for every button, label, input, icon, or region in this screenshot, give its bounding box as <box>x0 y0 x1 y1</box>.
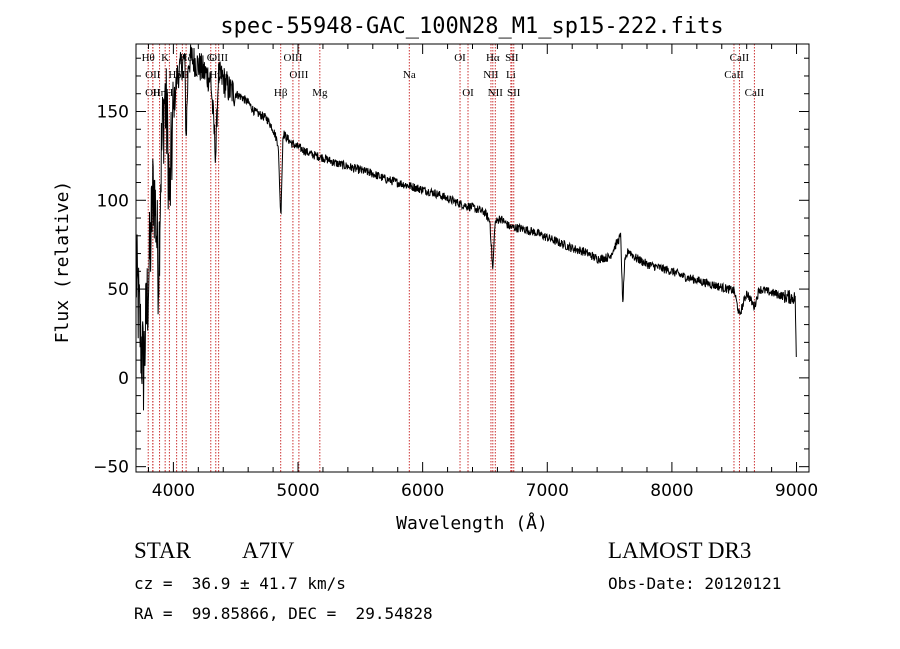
y-axis-label: Flux (relative) <box>52 181 73 344</box>
spectral-line-label: SII <box>505 52 519 64</box>
coordinates-readout: RA = 99.85866, DEC = 29.54828 <box>134 604 433 623</box>
spectral-line-label: K <box>161 52 169 64</box>
spectral-line-label: Mg <box>312 87 328 99</box>
spectral-line-label: Li <box>506 69 516 81</box>
x-tick-label: 4000 <box>152 481 195 501</box>
x-tick-label: 6000 <box>401 481 444 501</box>
spectral-line-label: NII <box>488 87 504 99</box>
redshift-readout: cz = 36.9 ± 41.7 km/s <box>134 574 346 593</box>
spectral-line-label: OI <box>462 87 474 99</box>
spectral-line-label: CaII <box>745 87 765 99</box>
spectral-line-label: OIII <box>209 52 228 64</box>
chart-title: spec-55948-GAC_100N28_M1_sp15-222.fits <box>220 14 723 39</box>
spectral-line-label: OI <box>454 52 466 64</box>
spectral-line-label: OII <box>145 87 161 99</box>
x-tick-label: 7000 <box>526 481 569 501</box>
x-tick-label: 5000 <box>276 481 319 501</box>
spectral-line-label: CaII <box>730 52 750 64</box>
spectral-line-label: OII <box>145 69 161 81</box>
spectral-line-label: Na <box>403 69 416 81</box>
spectral-line-label: NII <box>483 69 499 81</box>
spectral-line-label: Hθ <box>142 52 155 64</box>
spectral-lines-layer <box>147 44 755 472</box>
y-tick-label: 150 <box>97 102 129 122</box>
spectral-line-label: OIII <box>289 69 308 81</box>
y-tick-label: 100 <box>97 191 129 211</box>
spectral-line-label: H <box>165 87 173 99</box>
x-tick-label: 9000 <box>775 481 818 501</box>
spectral-line-label: Hη <box>153 87 167 99</box>
spectral-line-label: G <box>207 52 215 64</box>
spectral-line-label: SII <box>507 87 521 99</box>
survey-name: LAMOST DR3 <box>608 538 752 563</box>
spectral-line-label: Hα <box>486 52 500 64</box>
spectrum-series-line <box>135 44 797 411</box>
y-tick-label: 50 <box>107 280 129 300</box>
x-axis-label: Wavelength (Å) <box>396 512 548 534</box>
axis-ticks: 4000 5000 6000 7000 8000 9000 −50 0 50 100 150 <box>93 44 818 501</box>
y-tick-label: −50 <box>93 458 129 478</box>
x-tick-label: 8000 <box>650 481 693 501</box>
spectral-line-label: Hβ <box>274 87 288 99</box>
observation-date: Obs-Date: 20120121 <box>608 574 782 593</box>
spectral-line-label: CaII <box>724 69 744 81</box>
spectral-line-label: OIII <box>283 52 302 64</box>
object-class: STAR <box>134 538 191 563</box>
plot-frame <box>135 43 810 473</box>
spectral-subclass: A7IV <box>242 538 295 563</box>
y-tick-label: 0 <box>118 369 129 389</box>
spectrum-chart: spec-55948-GAC_100N28_M1_sp15-222.fits H… <box>52 14 818 534</box>
